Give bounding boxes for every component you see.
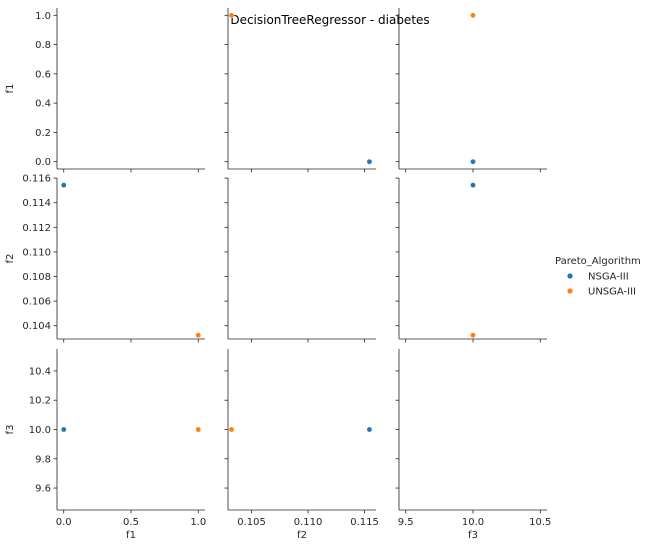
legend-marker bbox=[567, 288, 573, 294]
y-tick-label: 0.110 bbox=[22, 247, 51, 258]
legend-entry-label: UNSGA-III bbox=[588, 287, 636, 298]
y-tick-label: 10.2 bbox=[29, 396, 51, 407]
x-axis-label: f2 bbox=[297, 530, 307, 541]
legend: Pareto_Algorithm NSGA-III UNSGA-III bbox=[555, 256, 641, 298]
data-point bbox=[195, 332, 202, 338]
y-tick-label: 0.8 bbox=[35, 40, 51, 51]
x-axis-label: f3 bbox=[468, 530, 478, 541]
chart-title: DecisionTreeRegressor - diabetes bbox=[230, 13, 429, 27]
panel-grid: 0.0 0.2 0.4 0.6 0.8 1.0 f1 0.104 0.106 0.108 0.110… bbox=[5, 8, 551, 541]
y-tick-label: 0.0 bbox=[35, 157, 51, 168]
y-tick-label: 9.6 bbox=[35, 484, 51, 495]
x-tick-label: 1.0 bbox=[190, 517, 206, 528]
y-tick-label: 0.108 bbox=[22, 272, 51, 283]
panel-f3-vs-f3: 9.5 10.0 10.5 f3 bbox=[395, 349, 551, 541]
y-tick-label: 1.0 bbox=[35, 11, 51, 22]
data-point bbox=[470, 332, 476, 338]
y-tick-label: 9.8 bbox=[35, 454, 51, 465]
y-tick-label: 10.4 bbox=[29, 366, 51, 377]
legend-marker bbox=[567, 273, 573, 279]
x-tick-label: 10.0 bbox=[462, 517, 484, 528]
data-point bbox=[195, 426, 202, 433]
y-axis-label: f1 bbox=[5, 84, 16, 94]
data-point bbox=[228, 12, 235, 19]
x-tick-label: 0.5 bbox=[123, 517, 139, 528]
data-point bbox=[470, 158, 476, 165]
y-tick-label: 0.114 bbox=[22, 198, 51, 209]
x-tick-label: 0.115 bbox=[350, 517, 379, 528]
data-point bbox=[470, 182, 476, 188]
panel-f2-vs-f3 bbox=[395, 177, 547, 343]
data-point bbox=[60, 426, 67, 433]
x-tick-label: 10.5 bbox=[529, 517, 551, 528]
x-tick-label: 0.105 bbox=[237, 517, 266, 528]
y-tick-label: 0.116 bbox=[22, 174, 51, 185]
y-axis-label: f2 bbox=[5, 254, 16, 264]
panel-f2-vs-f1: 0.104 0.106 0.108 0.110 0.112 0.114 0.116 f2 bbox=[5, 174, 205, 343]
y-tick-label: 10.0 bbox=[29, 425, 51, 436]
data-point bbox=[366, 158, 373, 165]
y-tick-label: 0.112 bbox=[22, 223, 51, 234]
y-tick-label: 0.4 bbox=[35, 99, 51, 110]
y-tick-label: 0.6 bbox=[35, 69, 51, 80]
x-axis-label: f1 bbox=[126, 530, 136, 541]
data-point bbox=[366, 426, 373, 433]
y-tick-label: 0.104 bbox=[22, 321, 51, 332]
y-tick-label: 0.2 bbox=[35, 128, 51, 139]
panel-f3-vs-f2: 0.105 0.110 0.115 f2 bbox=[224, 349, 379, 541]
data-point bbox=[228, 426, 235, 433]
data-point bbox=[470, 12, 476, 19]
panel-f1-vs-f2 bbox=[224, 8, 376, 173]
y-axis-label: f3 bbox=[5, 425, 16, 435]
legend-title: Pareto_Algorithm bbox=[555, 256, 641, 267]
x-tick-label: 9.5 bbox=[398, 517, 414, 528]
x-tick-label: 0.110 bbox=[294, 517, 323, 528]
y-tick-label: 0.106 bbox=[22, 297, 51, 308]
panel-f1-vs-f1: 0.0 0.2 0.4 0.6 0.8 1.0 f1 bbox=[5, 8, 205, 173]
panel-f1-vs-f3 bbox=[395, 8, 547, 173]
x-tick-label: 0.0 bbox=[56, 517, 72, 528]
data-point bbox=[60, 182, 67, 188]
panel-f3-vs-f1: 0.0 0.5 1.0 9.6 9.8 10.0 10.2 10.4 f1 f3 bbox=[5, 349, 206, 541]
legend-entry-label: NSGA-III bbox=[588, 272, 629, 283]
panel-f2-vs-f2 bbox=[224, 177, 376, 343]
